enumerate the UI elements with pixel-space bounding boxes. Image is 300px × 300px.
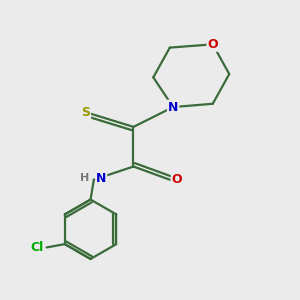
Text: S: S bbox=[81, 106, 90, 118]
Text: O: O bbox=[172, 173, 182, 186]
Text: H: H bbox=[80, 173, 89, 183]
Text: Cl: Cl bbox=[31, 241, 44, 254]
Text: O: O bbox=[207, 38, 218, 51]
Text: N: N bbox=[168, 100, 178, 114]
Text: N: N bbox=[96, 172, 106, 184]
